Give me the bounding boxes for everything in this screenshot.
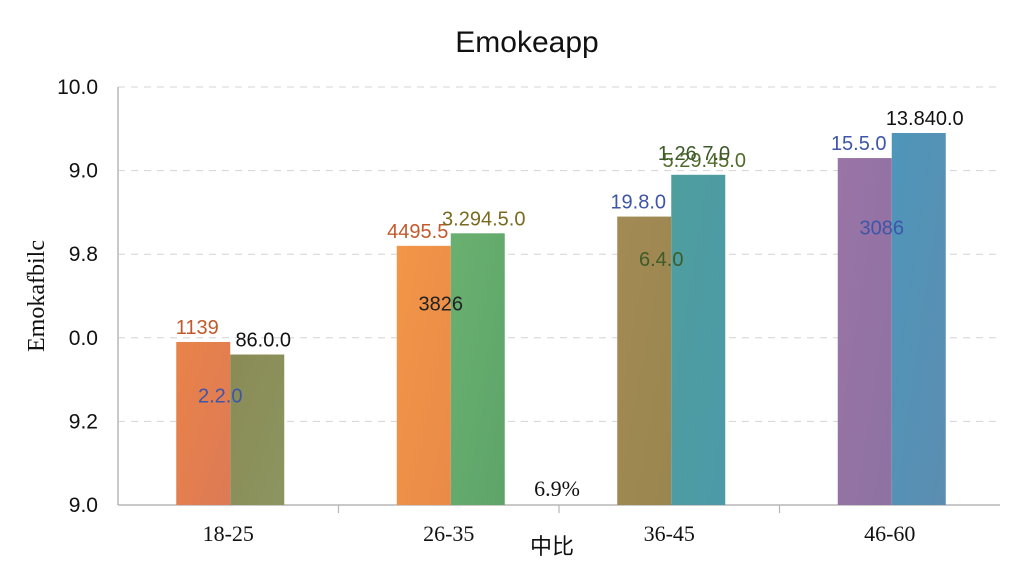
y-tick-label: 9.0: [69, 494, 98, 517]
bar-mid-label: 2.2.0: [198, 386, 242, 408]
bar-top-label: 19.8.0: [610, 192, 666, 214]
bar-top-label: 13.840.0: [886, 108, 964, 130]
data-labels: 1139 86.0.0 2.2.0 4495.53.294.5.0 3826 19.8.0…: [176, 108, 964, 408]
annotation-extra-top: 1.26.7.0: [658, 143, 730, 165]
y-tick-label: 10.0: [57, 76, 98, 99]
bar-26-35-1: [396, 245, 451, 505]
bars: [176, 132, 946, 506]
bar-26-35-2: [450, 233, 505, 506]
bar-top-label: 86.0.0: [235, 330, 291, 352]
bar-top-label: 5.29.45.0: [663, 150, 746, 172]
x-axis-categories: 18-25 26-35 36-45 46-60: [203, 521, 916, 546]
y-tick-label: 9.0: [69, 160, 98, 183]
bar-46-60-1: [837, 158, 892, 505]
bar-18-25-2: [230, 354, 285, 505]
bar-18-25-1: [176, 341, 231, 505]
bar-mid-label: 6.4.0: [639, 249, 683, 271]
x-category-label: 26-35: [423, 521, 474, 546]
bar-top-label: 3.294.5.0: [442, 208, 525, 230]
annotation-mid-gap: 6.9%: [534, 476, 580, 501]
y-tick-label: 9.2: [69, 410, 98, 433]
x-category-label: 46-60: [864, 521, 915, 546]
bar-top-label: 4495.5: [387, 221, 448, 243]
bar-top-label: 1139: [176, 317, 219, 339]
bar-mid-label: 3086: [860, 217, 905, 239]
chart-title: Emokeapp: [455, 26, 598, 59]
bar-36-45-2: [671, 174, 726, 505]
annotation-below-axis: 中比: [530, 534, 574, 559]
x-category-label: 36-45: [644, 521, 695, 546]
x-category-label: 18-25: [203, 521, 254, 546]
y-axis-ticks: 10.0 9.0 9.8 0.0 9.2 9.0: [57, 76, 98, 517]
y-tick-label: 9.8: [69, 243, 98, 266]
bar-top-label: 15.5.0: [831, 133, 887, 155]
bar-46-60-2: [891, 132, 946, 506]
y-axis-label: Emokafbilc: [24, 240, 50, 352]
y-tick-label: 0.0: [69, 327, 98, 350]
bar-36-45-1: [617, 216, 672, 505]
bar-mid-label: 3826: [419, 294, 464, 316]
